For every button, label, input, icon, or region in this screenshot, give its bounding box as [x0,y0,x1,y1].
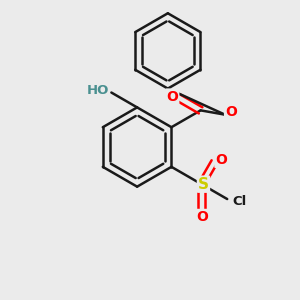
Text: O: O [196,210,208,224]
Text: HO: HO [86,84,109,97]
Text: O: O [225,105,237,119]
Text: S: S [198,177,209,192]
Text: Cl: Cl [232,194,246,208]
Text: O: O [215,153,227,167]
Text: O: O [167,89,178,103]
